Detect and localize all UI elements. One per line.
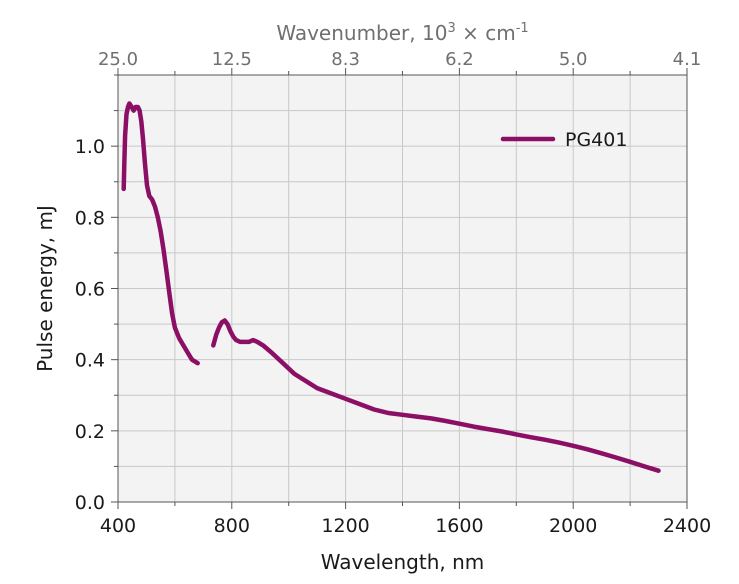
legend: PG401 bbox=[500, 129, 627, 151]
x-tick-label: 2400 bbox=[663, 515, 711, 537]
series-lines bbox=[121, 101, 661, 473]
y-tick-label: 0.4 bbox=[75, 350, 105, 372]
y-tick-label: 0.8 bbox=[75, 207, 105, 229]
grid-lines bbox=[118, 75, 687, 502]
top-tick-label: 5.0 bbox=[559, 49, 588, 70]
major-ticks bbox=[111, 68, 688, 509]
legend-label-pg401: PG401 bbox=[565, 129, 627, 151]
top-axis-title-sup1: 3 bbox=[447, 21, 455, 36]
x-tick-label: 400 bbox=[100, 515, 136, 537]
y-tick-label: 0.2 bbox=[75, 421, 105, 443]
top-tick-label: 8.3 bbox=[331, 49, 360, 70]
top-axis-title: Wavenumber, 103 × cm-1 bbox=[276, 21, 528, 45]
top-tick-label: 25.0 bbox=[98, 49, 138, 70]
x-tick-labels: 400 800 1200 1600 2000 2400 bbox=[100, 515, 711, 537]
minor-ticks bbox=[114, 71, 631, 506]
x-tick-label: 800 bbox=[214, 515, 250, 537]
x-tick-label: 1600 bbox=[435, 515, 483, 537]
y-tick-label: 0.0 bbox=[75, 492, 105, 514]
series-line-pg401 bbox=[121, 101, 200, 366]
top-tick-label: 12.5 bbox=[212, 49, 252, 70]
top-axis-title-sup2: -1 bbox=[516, 21, 529, 36]
top-axis-title-mid: × cm bbox=[456, 21, 516, 45]
top-tick-label: 4.1 bbox=[673, 49, 702, 70]
top-axis-title-main: Wavenumber, 10 bbox=[276, 21, 447, 45]
x-axis-title: Wavelength, nm bbox=[321, 550, 485, 574]
plot-frame bbox=[117, 74, 688, 503]
top-axis-tick-labels: 25.0 12.5 8.3 6.2 5.0 4.1 bbox=[98, 49, 701, 70]
y-tick-label: 1.0 bbox=[75, 136, 105, 158]
top-tick-label: 6.2 bbox=[445, 49, 474, 70]
y-axis-title: Pulse energy, mJ bbox=[33, 205, 57, 372]
y-tick-labels: 0.0 0.2 0.4 0.6 0.8 1.0 bbox=[75, 136, 105, 514]
x-tick-label: 2000 bbox=[549, 515, 597, 537]
y-tick-label: 0.6 bbox=[75, 279, 105, 301]
series-line-pg401 bbox=[211, 318, 661, 473]
x-tick-label: 1200 bbox=[321, 515, 369, 537]
